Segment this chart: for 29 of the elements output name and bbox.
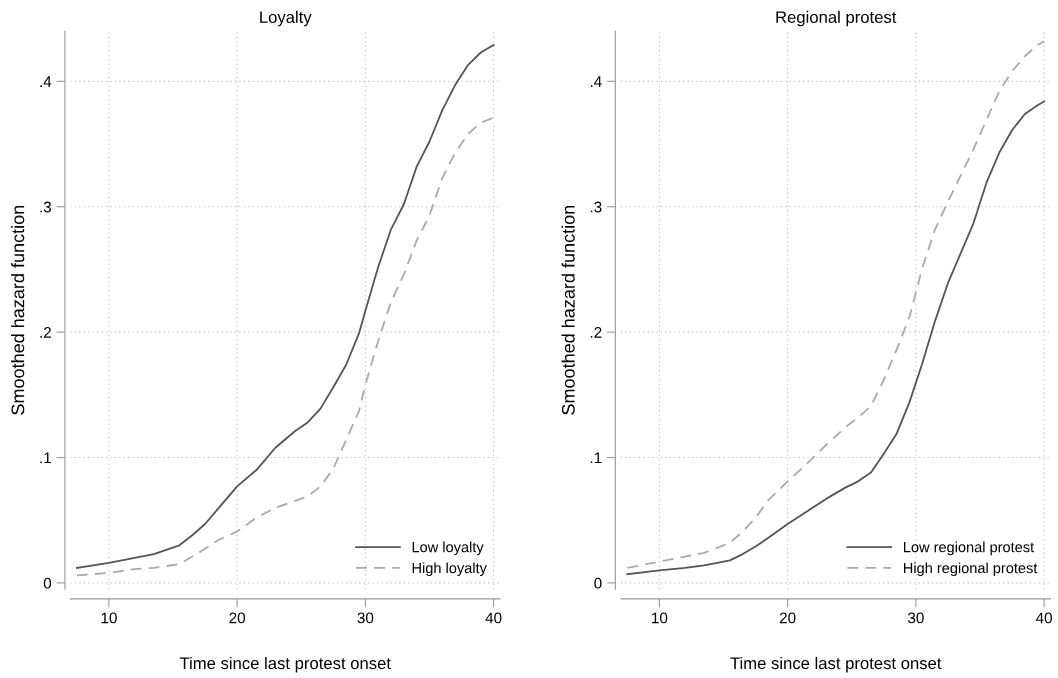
y-tick-label: .1 (40, 452, 51, 464)
y-tick-label: .4 (590, 76, 602, 87)
legend-label: High regional protest (904, 562, 1038, 577)
y-axis-title: Smoothed hazard function (561, 205, 575, 415)
x-tick-label: 40 (1035, 612, 1052, 624)
x-tick-label: 10 (101, 612, 117, 624)
legend-label: Low regional protest (904, 541, 1035, 556)
y-tick-label: .3 (590, 201, 602, 213)
y-tick-label: .4 (40, 76, 52, 87)
legend-label: Low loyalty (412, 541, 484, 556)
x-axis-title: Time since last protest onset (730, 656, 942, 673)
y-tick-label: .2 (40, 327, 51, 338)
y-axis-title: Smoothed hazard function (11, 205, 25, 415)
x-tick-label: 10 (652, 612, 668, 624)
y-tick-label: .1 (590, 452, 602, 464)
x-tick-label: 40 (485, 612, 502, 624)
y-tick-label: 0 (43, 577, 52, 589)
y-tick-label: .2 (590, 327, 602, 338)
x-tick-label: 20 (229, 612, 246, 624)
chart-title: Regional protest (776, 10, 897, 27)
x-tick-label: 30 (357, 612, 374, 624)
x-tick-label: 30 (907, 612, 924, 624)
legend-label: High loyalty (412, 562, 487, 577)
x-tick-label: 20 (779, 612, 796, 624)
y-tick-label: 0 (594, 577, 602, 589)
x-axis-title: Time since last protest onset (179, 656, 391, 673)
chart-title: Loyalty (260, 10, 312, 27)
y-tick-label: .3 (40, 201, 52, 213)
line-series (75, 116, 495, 577)
